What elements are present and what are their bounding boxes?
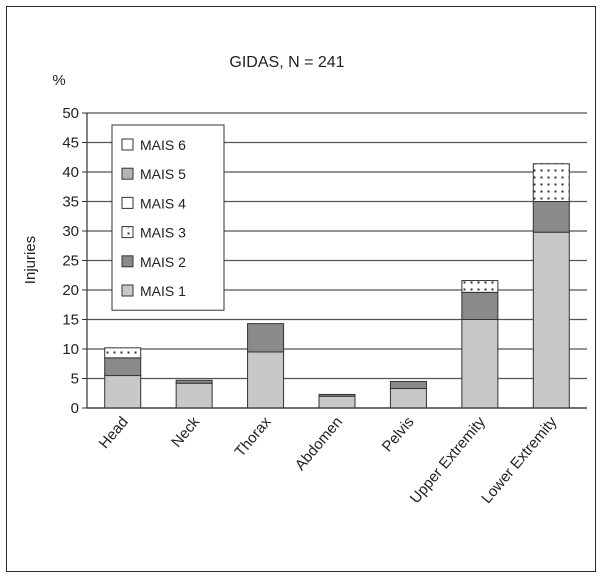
legend-swatch	[121, 196, 134, 209]
legend-label: MAIS 6	[140, 137, 186, 153]
y-tick-label: 35	[62, 194, 79, 211]
bar-segment	[461, 280, 499, 293]
legend-label: MAIS 4	[140, 195, 186, 211]
bar-segment	[104, 347, 142, 359]
x-tick-label: Neck	[168, 413, 203, 450]
y-tick-label: 5	[71, 371, 79, 388]
legend: MAIS 6 MAIS 5 MAIS 4 MAIS 3 MAIS 2 MAIS 1	[111, 124, 225, 311]
x-tick-label: Lower Extremity	[478, 413, 560, 507]
legend-label: MAIS 2	[140, 254, 186, 270]
legend-swatch	[121, 167, 134, 180]
y-unit-label: %	[52, 72, 65, 89]
bar-segment	[532, 231, 570, 409]
bar-stack	[175, 379, 213, 409]
x-axis	[86, 113, 587, 409]
legend-label: MAIS 5	[140, 166, 186, 182]
bar-stack	[104, 347, 142, 409]
bar-stack	[247, 323, 285, 409]
x-tick-label: Upper Extremity	[407, 413, 489, 507]
x-tick-label: Thorax	[232, 413, 275, 460]
y-tick-label: 50	[62, 105, 79, 122]
legend-label: MAIS 3	[140, 225, 186, 241]
chart-frame: GIDAS, N = 241 % Injuries 0 5 10 15 20 25 30 35…	[6, 6, 596, 572]
bar-segment	[247, 323, 285, 353]
x-tick-label: Pelvis	[379, 414, 418, 456]
y-tick-label: 0	[71, 400, 79, 417]
bar-segment	[175, 382, 213, 409]
bar-segment	[461, 319, 499, 409]
bars	[104, 163, 570, 409]
bar-stack	[389, 380, 427, 409]
y-tick-label: 40	[62, 164, 79, 181]
bar-segment	[318, 393, 356, 397]
chart-title: GIDAS, N = 241	[229, 54, 344, 71]
bar-segment	[532, 163, 570, 203]
bar-stack	[318, 393, 356, 409]
y-tick-label: 45	[62, 135, 79, 152]
bar-segment	[104, 357, 142, 377]
legend-swatch	[121, 284, 134, 297]
y-tick-label: 10	[62, 341, 79, 358]
bar-segment	[389, 380, 427, 390]
x-tick-label: Head	[96, 414, 132, 452]
bar-stack	[461, 280, 499, 409]
y-tick-label: 15	[62, 312, 79, 329]
legend-swatch	[121, 138, 134, 151]
y-tick-label: 25	[62, 253, 79, 270]
y-tick-label: 20	[62, 282, 79, 299]
bar-segment	[389, 388, 427, 409]
bar-segment	[104, 375, 142, 409]
y-axis-title: Injuries	[22, 236, 39, 284]
y-axis-ticks: 0 5 10 15 20 25 30 35 40 45 50	[62, 105, 87, 417]
legend-label: MAIS 1	[140, 283, 186, 299]
legend-swatch	[121, 255, 134, 268]
bar-segment	[247, 351, 285, 409]
x-tick-label: Abdomen	[292, 414, 346, 474]
stacked-bar-chart: GIDAS, N = 241 % Injuries 0 5 10 15 20 25 30 35…	[22, 54, 587, 507]
bar-stack	[532, 163, 570, 409]
bar-segment	[532, 201, 570, 233]
legend-swatch	[121, 226, 134, 239]
bar-segment	[461, 291, 499, 320]
bar-segment	[175, 379, 213, 384]
legend-box	[111, 124, 225, 311]
y-tick-label: 30	[62, 223, 79, 240]
bar-segment	[318, 395, 356, 409]
